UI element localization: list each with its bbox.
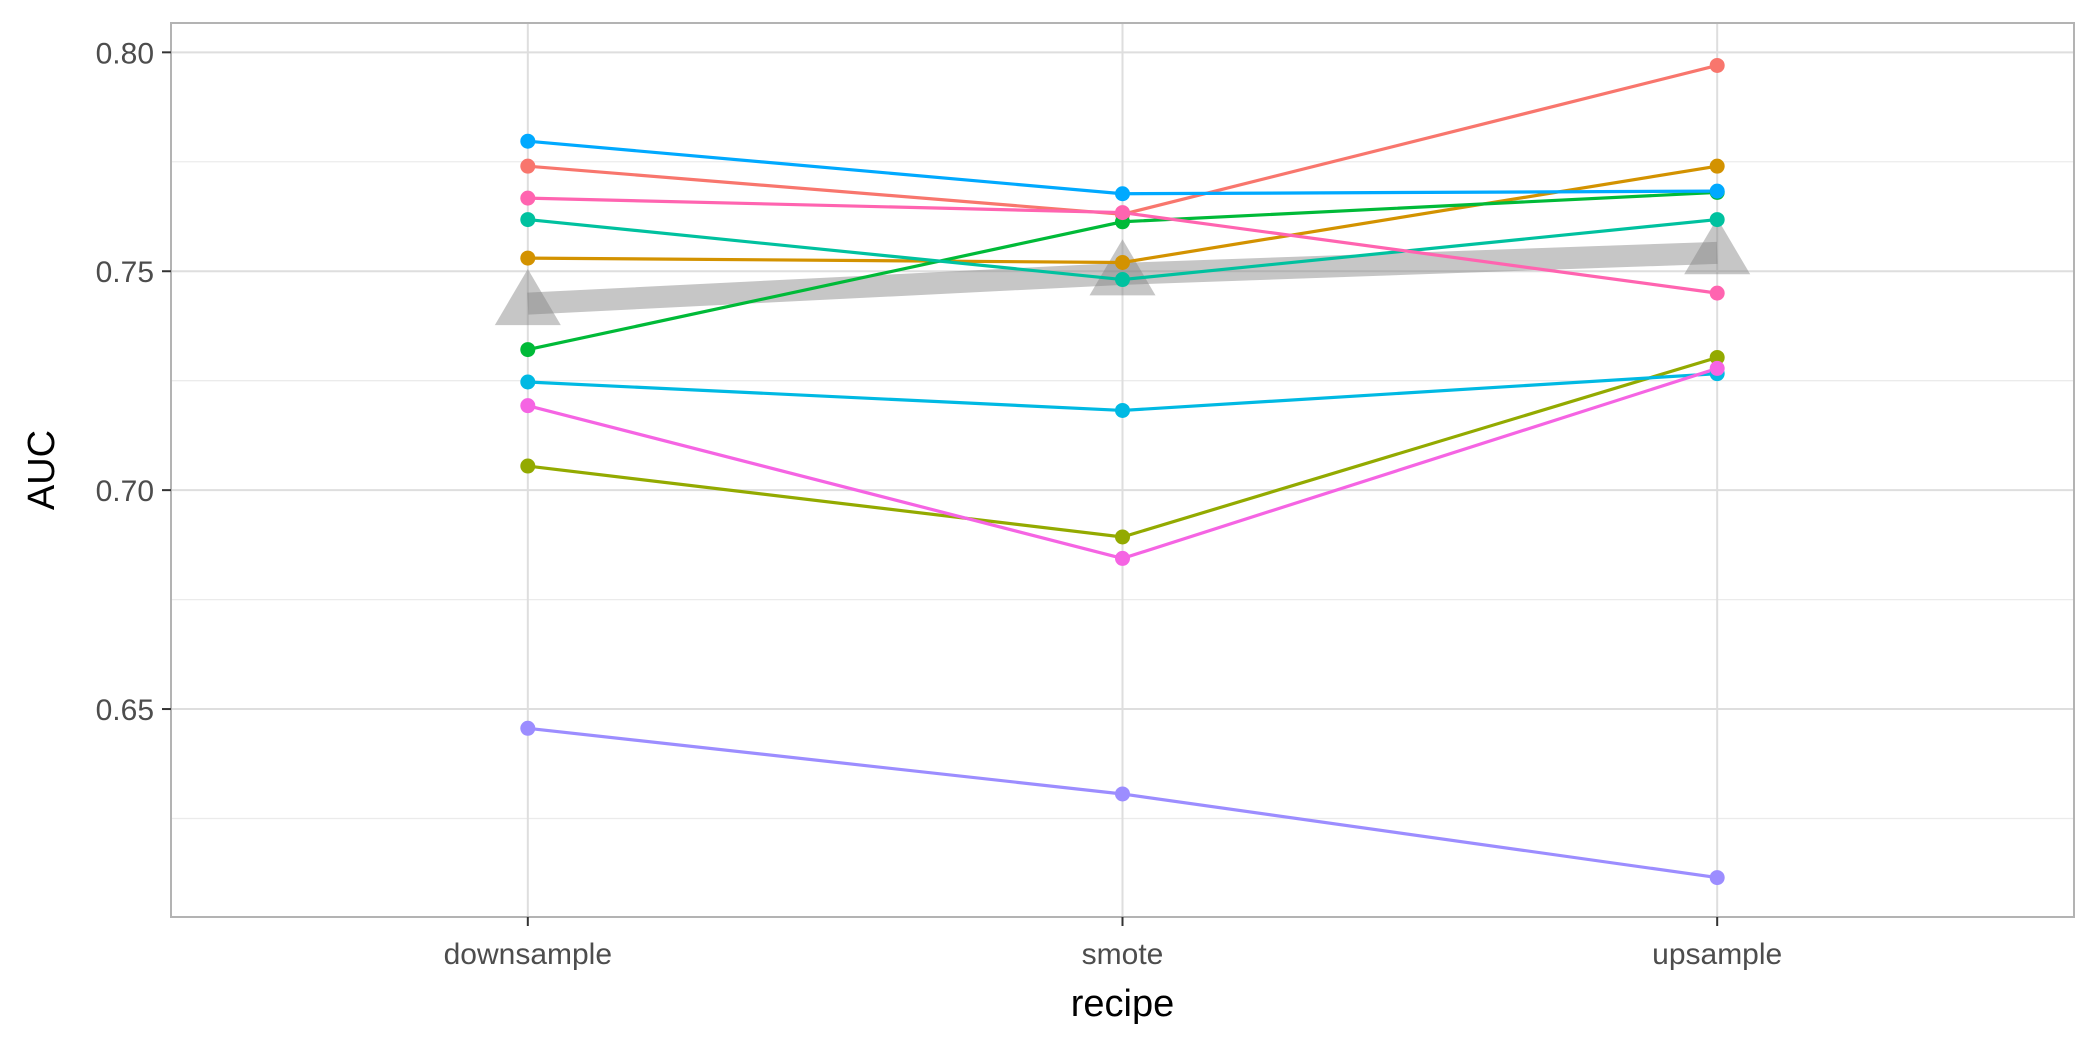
data-point [1115, 402, 1130, 418]
data-point [1115, 205, 1130, 221]
y-tick-label: 0.70 [96, 475, 154, 508]
mean-triangle-marker [494, 268, 561, 326]
y-axis-ticks: 0.65 0.70 0.75 0.80 [96, 37, 171, 727]
data-point [520, 720, 536, 736]
y-tick-label: 0.65 [96, 694, 154, 727]
y-tick-label: 0.75 [96, 256, 154, 289]
data-point [1709, 183, 1725, 199]
data-point [1115, 186, 1130, 202]
data-point [1709, 360, 1725, 376]
data-point [1115, 786, 1130, 802]
data-point [520, 374, 536, 390]
data-point [1115, 254, 1130, 270]
data-point [1115, 272, 1130, 288]
data-point [1709, 870, 1725, 886]
data-point [520, 133, 536, 149]
data-point [1709, 285, 1725, 301]
data-point [1709, 158, 1725, 174]
data-point [520, 250, 536, 266]
x-tick-label: downsample [444, 938, 612, 971]
data-point [1115, 529, 1130, 545]
data-point [1709, 57, 1725, 73]
x-tick-label: upsample [1652, 938, 1782, 971]
data-point [520, 158, 536, 174]
y-axis-title: AUC [21, 430, 63, 510]
data-point [520, 458, 536, 474]
data-point [520, 212, 536, 228]
series-lines [520, 57, 1725, 886]
data-point [1709, 212, 1725, 228]
x-axis-ticks: downsample smote upsample [444, 917, 1782, 971]
mean-triangle-marker [1684, 218, 1751, 275]
data-point [520, 398, 536, 414]
y-tick-label: 0.80 [96, 37, 154, 70]
data-point [1115, 550, 1130, 566]
data-point [520, 190, 536, 206]
x-tick-label: smote [1082, 938, 1164, 971]
data-point [520, 342, 536, 358]
x-axis-title: recipe [1071, 983, 1175, 1025]
data-point [1709, 349, 1725, 365]
